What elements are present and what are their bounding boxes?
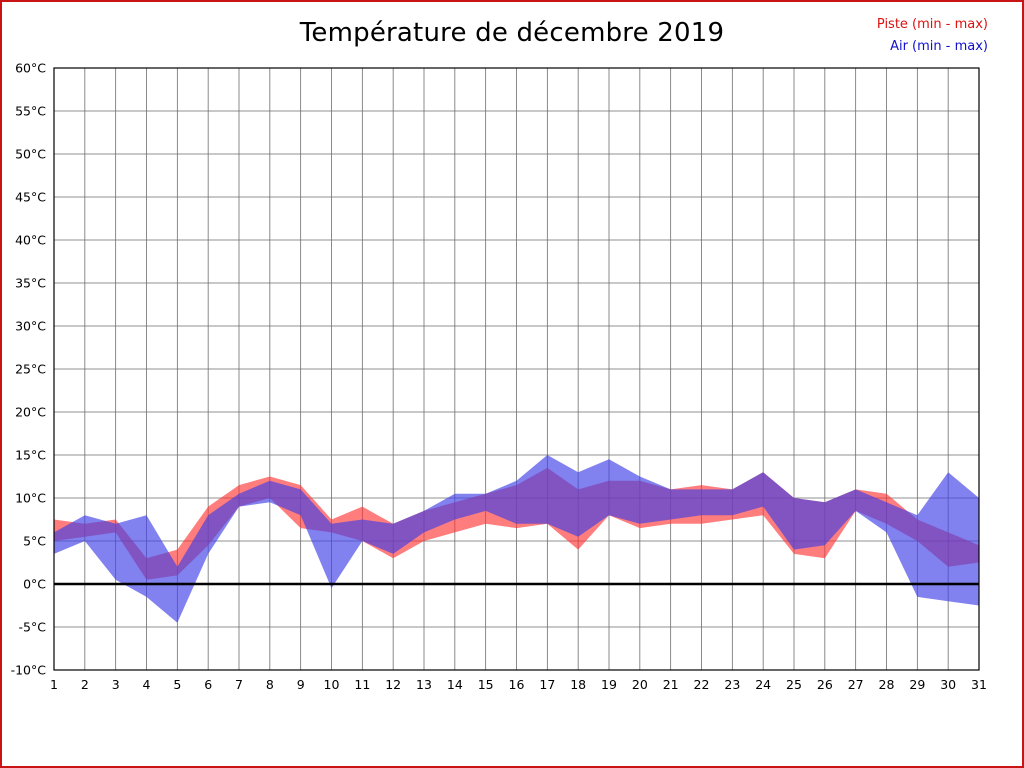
x-tick-label: 28 [879, 677, 895, 692]
legend: Piste (min - max) Air (min - max) [877, 14, 988, 58]
chart-title: Température de décembre 2019 [299, 18, 725, 48]
y-tick-label: 45°C [15, 190, 46, 205]
y-tick-label: 55°C [15, 104, 46, 119]
y-tick-label: -5°C [19, 620, 47, 635]
y-tick-label: 25°C [15, 362, 46, 377]
y-tick-label: 0°C [23, 577, 46, 592]
x-tick-label: 1 [50, 677, 58, 692]
x-tick-label: 18 [570, 677, 586, 692]
plot-border [53, 67, 980, 671]
x-tick-label: 10 [324, 677, 340, 692]
y-tick-label: -10°C [11, 663, 47, 678]
y-tick-label: 15°C [15, 448, 46, 463]
x-tick-label: 25 [786, 677, 802, 692]
x-tick-label: 13 [416, 677, 432, 692]
y-tick-label: 40°C [15, 233, 46, 248]
x-tick-label: 24 [755, 677, 771, 692]
x-tick-label: 8 [266, 677, 274, 692]
y-tick-label: 60°C [15, 61, 46, 76]
x-tick-label: 21 [663, 677, 679, 692]
x-tick-label: 16 [509, 677, 525, 692]
x-tick-label: 3 [112, 677, 120, 692]
x-tick-label: 27 [848, 677, 864, 692]
legend-air-label: Air (min - max) [890, 39, 988, 54]
x-tick-label: 17 [539, 677, 555, 692]
y-tick-label: 50°C [15, 147, 46, 162]
band-air [54, 455, 979, 623]
x-tick-label: 5 [173, 677, 181, 692]
x-tick-label: 9 [297, 677, 305, 692]
x-tick-label: 7 [235, 677, 243, 692]
x-tick-label: 22 [694, 677, 710, 692]
x-tick-label: 30 [940, 677, 956, 692]
y-tick-label: 35°C [15, 276, 46, 291]
x-tick-label: 15 [478, 677, 494, 692]
y-tick-label: 30°C [15, 319, 46, 334]
y-tick-label: 5°C [23, 534, 46, 549]
x-tick-label: 19 [601, 677, 617, 692]
x-tick-label: 31 [971, 677, 987, 692]
x-tick-label: 14 [447, 677, 463, 692]
x-tick-label: 20 [632, 677, 648, 692]
x-tick-label: 23 [724, 677, 740, 692]
x-tick-label: 6 [204, 677, 212, 692]
x-tick-label: 26 [817, 677, 833, 692]
x-tick-label: 4 [143, 677, 151, 692]
y-tick-label: 10°C [15, 491, 46, 506]
x-tick-label: 11 [354, 677, 370, 692]
x-tick-label: 2 [81, 677, 89, 692]
x-tick-label: 12 [385, 677, 401, 692]
x-tick-label: 29 [909, 677, 925, 692]
legend-piste-label: Piste (min - max) [876, 17, 988, 32]
y-tick-label: 20°C [15, 405, 46, 420]
